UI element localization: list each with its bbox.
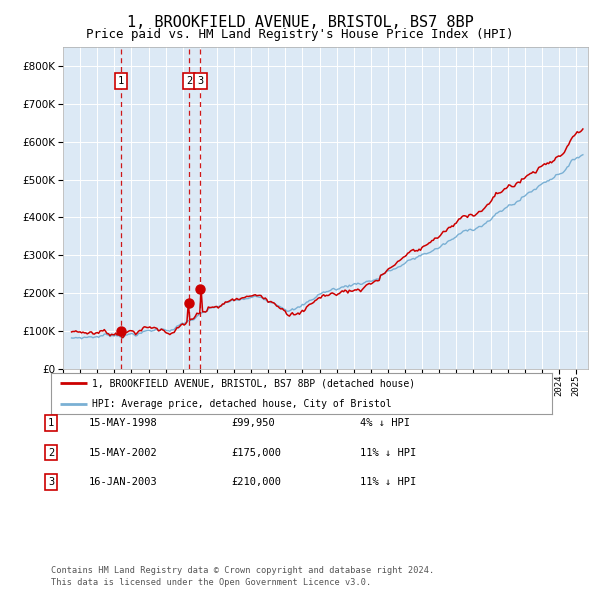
Text: 15-MAY-2002: 15-MAY-2002 — [89, 448, 158, 457]
Text: 1, BROOKFIELD AVENUE, BRISTOL, BS7 8BP: 1, BROOKFIELD AVENUE, BRISTOL, BS7 8BP — [127, 15, 473, 30]
Text: £210,000: £210,000 — [231, 477, 281, 487]
Text: 1: 1 — [118, 76, 124, 86]
Text: 1: 1 — [48, 418, 54, 428]
Text: Price paid vs. HM Land Registry's House Price Index (HPI): Price paid vs. HM Land Registry's House … — [86, 28, 514, 41]
Text: 15-MAY-1998: 15-MAY-1998 — [89, 418, 158, 428]
Text: £99,950: £99,950 — [231, 418, 275, 428]
Text: 3: 3 — [48, 477, 54, 487]
Text: 16-JAN-2003: 16-JAN-2003 — [89, 477, 158, 487]
Text: 1, BROOKFIELD AVENUE, BRISTOL, BS7 8BP (detached house): 1, BROOKFIELD AVENUE, BRISTOL, BS7 8BP (… — [92, 378, 415, 388]
Text: 2: 2 — [186, 76, 192, 86]
Text: 11% ↓ HPI: 11% ↓ HPI — [360, 477, 416, 487]
Text: 4% ↓ HPI: 4% ↓ HPI — [360, 418, 410, 428]
Text: 3: 3 — [197, 76, 203, 86]
Text: Contains HM Land Registry data © Crown copyright and database right 2024.
This d: Contains HM Land Registry data © Crown c… — [51, 566, 434, 587]
Text: 2: 2 — [48, 448, 54, 457]
Text: £175,000: £175,000 — [231, 448, 281, 457]
Text: HPI: Average price, detached house, City of Bristol: HPI: Average price, detached house, City… — [92, 399, 392, 409]
Text: 11% ↓ HPI: 11% ↓ HPI — [360, 448, 416, 457]
